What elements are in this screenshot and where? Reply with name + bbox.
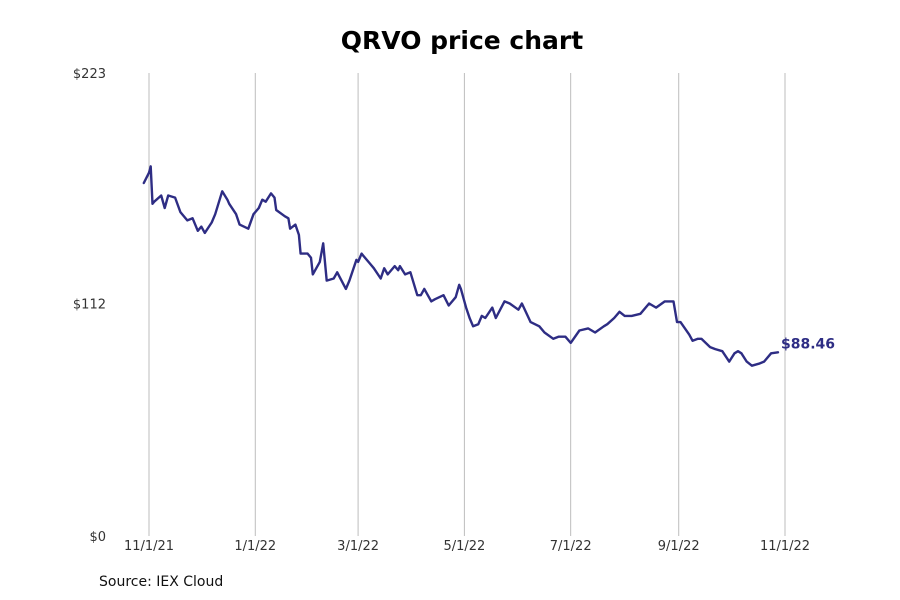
- x-tick-label: 9/1/22: [658, 539, 700, 554]
- price-series-line: [142, 165, 780, 367]
- x-tick-label: 5/1/22: [443, 539, 485, 554]
- y-axis-tick-labels: $0 $112 $223: [73, 67, 106, 545]
- last-price-label: $88.46: [781, 336, 835, 352]
- y-tick-label: $223: [73, 67, 106, 82]
- x-tick-label: 1/1/22: [234, 539, 276, 554]
- x-axis-tick-labels: 11/1/21 1/1/22 3/1/22 5/1/22 7/1/22 9/1/22 11/…: [124, 539, 810, 554]
- x-tick-label: 7/1/22: [550, 539, 592, 554]
- x-tick-label: 11/1/21: [124, 539, 174, 554]
- x-tick-label: 3/1/22: [337, 539, 379, 554]
- chart-title: QRVO price chart: [340, 26, 584, 55]
- vertical-gridlines: [148, 73, 786, 536]
- x-tick-label: 11/1/22: [760, 539, 810, 554]
- y-tick-label: $112: [73, 297, 106, 312]
- source-note: Source: IEX Cloud: [99, 574, 224, 590]
- y-tick-label: $0: [89, 530, 106, 545]
